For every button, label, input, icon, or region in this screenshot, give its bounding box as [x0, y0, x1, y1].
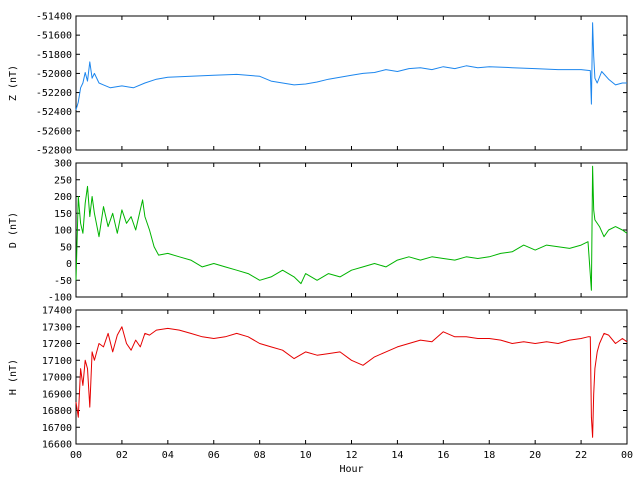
series-line-2: [75, 326, 628, 438]
y-tick-label-0-0: -51400: [36, 12, 72, 23]
x-tick-label-5: 10: [300, 450, 312, 461]
x-tick-label-7: 14: [391, 450, 403, 461]
y-tick-label-2-8: 16600: [42, 440, 72, 451]
y-tick-label-1-6: 0: [66, 259, 72, 270]
y-tick-label-1-1: 250: [54, 175, 72, 186]
y-tick-label-1-8: -100: [48, 293, 72, 304]
x-tick-label-1: 02: [116, 450, 128, 461]
series-line-0: [75, 22, 627, 110]
x-tick-label-12: 00: [621, 450, 633, 461]
x-tick-label-3: 06: [208, 450, 220, 461]
y-tick-label-1-4: 100: [54, 226, 72, 237]
x-tick-label-11: 22: [575, 450, 587, 461]
panel-frame-0: [75, 15, 628, 151]
y-tick-label-0-3: -52000: [36, 69, 72, 80]
y-tick-label-1-0: 300: [54, 159, 72, 170]
y-tick-label-2-3: 17100: [42, 356, 72, 367]
y-axis-label-1: D (nT): [8, 212, 19, 248]
y-tick-label-1-5: 50: [60, 242, 72, 253]
y-tick-label-2-5: 16900: [42, 389, 72, 400]
y-tick-label-1-7: -50: [54, 276, 72, 287]
y-tick-label-2-7: 16700: [42, 423, 72, 434]
x-tick-label-9: 18: [483, 450, 495, 461]
y-tick-label-2-6: 16800: [42, 406, 72, 417]
series-line-1: [75, 165, 628, 291]
y-tick-label-1-2: 200: [54, 192, 72, 203]
y-tick-label-2-4: 17000: [42, 373, 72, 384]
y-axis-label-0: Z (nT): [8, 65, 19, 101]
y-tick-label-1-3: 150: [54, 209, 72, 220]
x-tick-label-8: 16: [437, 450, 449, 461]
panel-frame-1: [75, 162, 628, 298]
y-tick-label-0-2: -51800: [36, 50, 72, 61]
x-axis-label: Hour: [339, 464, 363, 475]
x-tick-label-2: 04: [162, 450, 174, 461]
x-tick-label-6: 12: [345, 450, 357, 461]
y-tick-label-0-6: -52600: [36, 126, 72, 137]
y-tick-label-0-5: -52400: [36, 107, 72, 118]
x-tick-label-4: 08: [254, 450, 266, 461]
y-tick-label-0-7: -52800: [36, 146, 72, 157]
y-tick-label-0-4: -52200: [36, 88, 72, 99]
y-tick-label-2-0: 17400: [42, 306, 72, 317]
y-tick-label-2-2: 17200: [42, 339, 72, 350]
y-tick-label-2-1: 17300: [42, 322, 72, 333]
x-tick-label-0: 00: [70, 450, 82, 461]
y-tick-label-0-1: -51600: [36, 31, 72, 42]
x-tick-label-10: 20: [529, 450, 541, 461]
y-axis-label-2: H (nT): [8, 359, 19, 395]
